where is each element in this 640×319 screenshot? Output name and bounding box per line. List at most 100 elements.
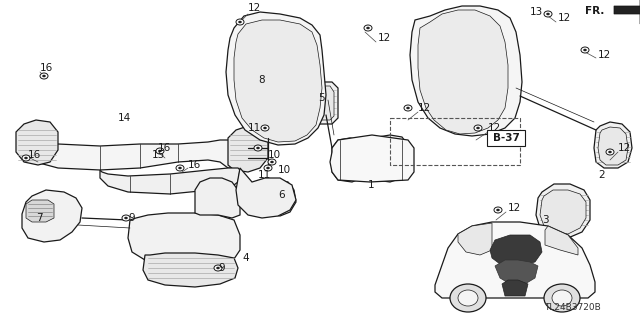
Text: 7: 7 [36,213,43,223]
Polygon shape [594,122,632,168]
Text: 2: 2 [598,170,605,180]
Polygon shape [598,127,628,165]
Text: 12: 12 [418,103,431,113]
Ellipse shape [24,157,28,159]
Ellipse shape [216,267,220,269]
Polygon shape [254,68,280,104]
Ellipse shape [406,107,410,109]
Polygon shape [502,280,528,296]
Ellipse shape [271,161,273,163]
Ellipse shape [264,127,266,129]
Text: 12: 12 [248,3,261,13]
Polygon shape [332,138,368,182]
Polygon shape [435,222,595,298]
Text: 12: 12 [598,50,611,60]
Ellipse shape [40,73,48,79]
Polygon shape [228,126,268,172]
Ellipse shape [494,207,502,213]
Ellipse shape [176,165,184,171]
Text: 16: 16 [28,150,41,160]
Ellipse shape [552,290,572,306]
Ellipse shape [497,209,499,211]
Ellipse shape [22,155,30,161]
Text: 11: 11 [248,123,261,133]
Text: 1: 1 [368,180,374,190]
Polygon shape [374,140,404,178]
Polygon shape [536,184,590,238]
Polygon shape [495,260,538,284]
Polygon shape [226,12,326,145]
Polygon shape [330,135,414,182]
Ellipse shape [547,13,550,15]
Ellipse shape [458,290,478,306]
Ellipse shape [159,150,161,152]
Polygon shape [236,168,296,218]
Text: 12: 12 [378,33,391,43]
Text: 11: 11 [258,170,271,180]
Ellipse shape [404,105,412,111]
Ellipse shape [214,265,222,271]
Text: 9: 9 [128,213,134,223]
Polygon shape [410,6,522,136]
Text: 10: 10 [278,165,291,175]
Polygon shape [234,20,322,142]
Ellipse shape [156,148,164,154]
Ellipse shape [264,165,272,171]
Ellipse shape [122,215,130,221]
Polygon shape [418,10,508,134]
Ellipse shape [609,151,611,153]
Text: 12: 12 [558,13,572,23]
Polygon shape [490,235,542,266]
Ellipse shape [254,145,262,151]
Text: 13: 13 [530,7,543,17]
Ellipse shape [544,11,552,17]
Text: 3: 3 [542,215,548,225]
Ellipse shape [236,19,244,25]
Ellipse shape [125,217,127,219]
Polygon shape [18,130,248,170]
Ellipse shape [261,125,269,131]
Ellipse shape [606,149,614,155]
Polygon shape [262,180,296,216]
Text: 6: 6 [278,190,285,200]
Ellipse shape [364,25,372,31]
Text: 16: 16 [40,63,53,73]
Text: 10: 10 [268,150,281,160]
Polygon shape [26,200,54,222]
Text: 15: 15 [152,150,165,160]
Text: FR.: FR. [584,6,604,16]
Polygon shape [16,120,58,165]
Text: 8: 8 [258,75,264,85]
Text: 4: 4 [242,253,248,263]
Polygon shape [545,226,578,255]
Bar [390,118,520,165]
Ellipse shape [450,284,486,312]
Polygon shape [250,62,284,108]
Ellipse shape [581,47,589,53]
Text: B-37: B-37 [493,133,520,143]
Ellipse shape [268,159,276,165]
Polygon shape [100,168,240,194]
Text: 5: 5 [318,93,324,103]
Ellipse shape [584,49,586,51]
Ellipse shape [477,127,479,129]
Text: 9: 9 [218,263,225,273]
Polygon shape [22,190,82,242]
Polygon shape [143,253,238,287]
Text: 12: 12 [508,203,521,213]
Polygon shape [614,0,640,24]
Polygon shape [458,223,492,255]
Text: 12: 12 [618,143,631,153]
Ellipse shape [544,284,580,312]
Polygon shape [128,213,240,268]
Polygon shape [195,178,240,218]
Ellipse shape [367,27,369,29]
Ellipse shape [257,147,259,149]
Text: 12: 12 [488,123,501,133]
Text: 16: 16 [158,143,172,153]
Ellipse shape [42,75,45,77]
Text: TL24B3720B: TL24B3720B [543,303,600,313]
Polygon shape [370,135,408,182]
Ellipse shape [179,167,182,169]
Text: 16: 16 [188,160,201,170]
